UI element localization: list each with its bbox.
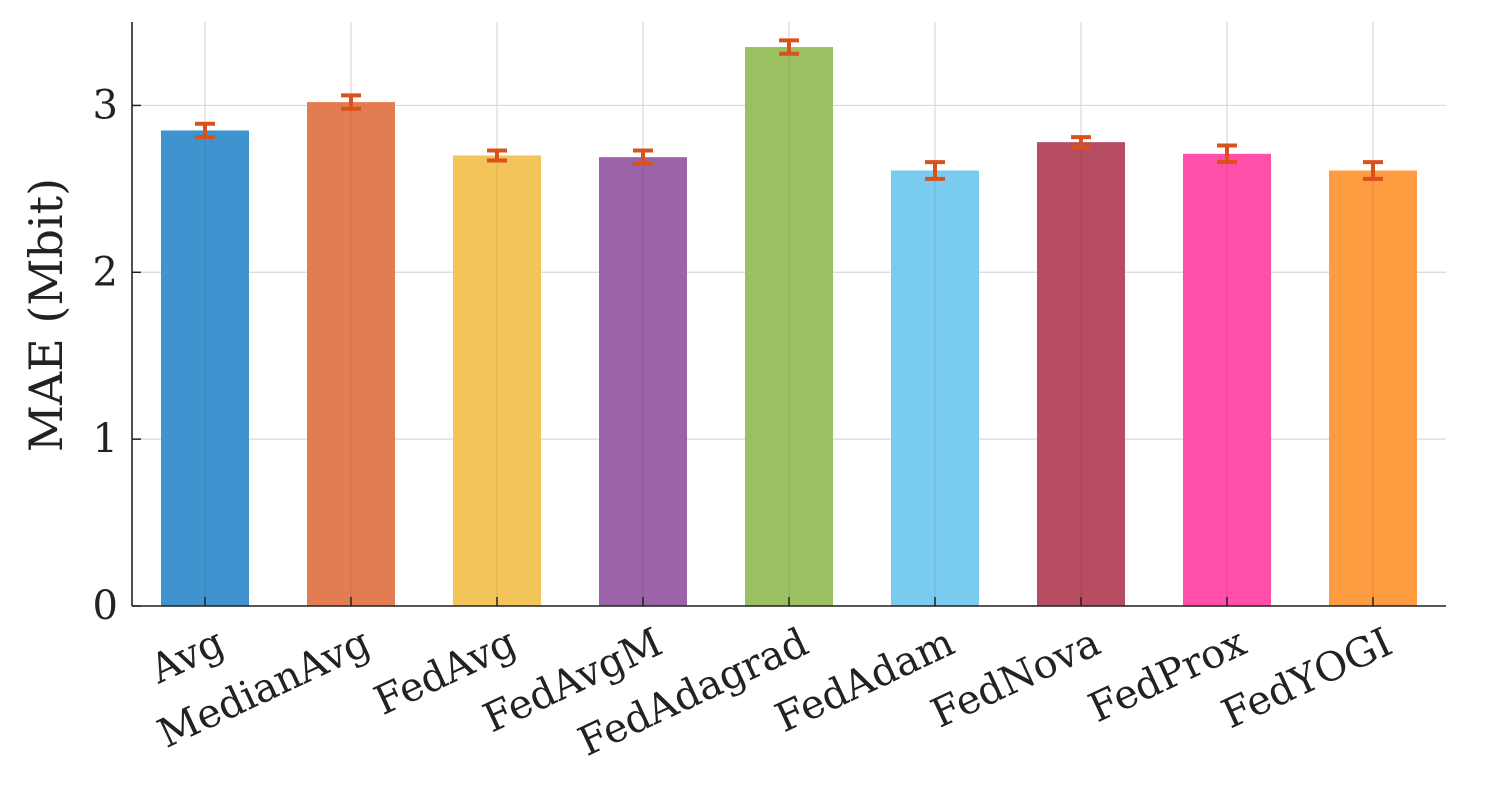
bar-medianavg bbox=[307, 102, 395, 606]
error-bar-fedadagrad bbox=[779, 38, 799, 56]
x-tick-label: FedNova bbox=[924, 619, 1107, 737]
y-axis-title: MAE (Mbit) bbox=[19, 178, 73, 452]
x-tick-label: FedYOGI bbox=[1215, 619, 1399, 738]
bars bbox=[161, 47, 1417, 607]
bar-avg bbox=[161, 130, 249, 606]
bar-fedadagrad bbox=[745, 47, 833, 607]
bar-fedadam bbox=[891, 170, 979, 606]
error-bar-medianavg bbox=[341, 93, 361, 111]
error-bar-fedprox bbox=[1217, 143, 1237, 165]
bar-fednova bbox=[1037, 142, 1125, 606]
y-tick-labels: 0 1 2 3 bbox=[93, 82, 118, 629]
y-tick-label: 1 bbox=[93, 416, 118, 462]
bar-fedyogi bbox=[1329, 170, 1417, 606]
bar-fedavgm bbox=[599, 157, 687, 606]
x-tick-labels: AvgMedianAvgFedAvgFedAvgMFedAdagradFedAd… bbox=[142, 619, 1399, 765]
error-bars bbox=[195, 38, 1383, 181]
error-bar-avg bbox=[195, 121, 215, 140]
axes bbox=[131, 22, 1446, 607]
error-bar-fednova bbox=[1071, 135, 1091, 150]
error-bar-fedavg bbox=[487, 148, 507, 163]
error-bar-fedadam bbox=[925, 160, 945, 181]
x-tick-label: Avg bbox=[142, 619, 231, 693]
y-tick-label: 2 bbox=[93, 249, 118, 295]
error-bar-fedavgm bbox=[633, 148, 653, 166]
bar-fedavg bbox=[453, 155, 541, 606]
y-tick-label: 3 bbox=[93, 82, 118, 128]
bar-fedprox bbox=[1183, 153, 1271, 606]
error-bar-fedyogi bbox=[1363, 160, 1383, 181]
y-tick-label: 0 bbox=[93, 583, 118, 629]
